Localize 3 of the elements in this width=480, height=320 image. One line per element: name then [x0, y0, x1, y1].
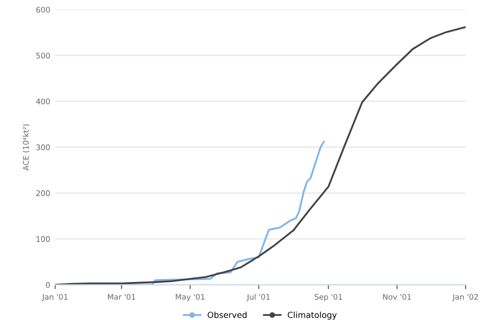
legend-label: Observed: [208, 312, 247, 318]
line-series: [55, 26, 466, 285]
legend-label: Climatology: [288, 312, 337, 320]
